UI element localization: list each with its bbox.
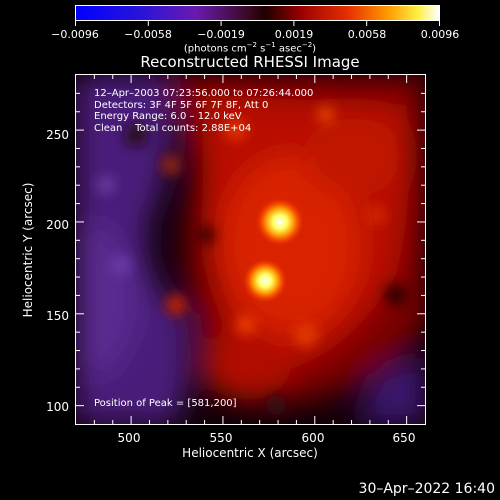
observation-info: 12–Apr–2003 07:23:56.000 to 07:26:44.000… <box>94 88 313 134</box>
colorbar-label: −0.0019 <box>197 28 245 41</box>
x-tick-label: 550 <box>210 431 233 445</box>
detectors: Detectors: 3F 4F 5F 6F 7F 8F, Att 0 <box>94 100 313 112</box>
colorbar-label: −0.0096 <box>51 28 99 41</box>
energy-range: Energy Range: 6.0 – 12.0 keV <box>94 111 313 123</box>
peak-source-2 <box>243 259 287 303</box>
colorbar-label: 0.0058 <box>348 28 387 41</box>
peak-position: Position of Peak = [581,200] <box>94 398 237 409</box>
x-axis-label: Heliocentric X (arcsec) <box>0 446 500 460</box>
colorbar-label: 0.0019 <box>275 28 314 41</box>
y-tick-label: 200 <box>39 218 69 232</box>
colorbar <box>75 5 440 21</box>
y-tick-label: 150 <box>39 309 69 323</box>
y-axis-label: Heliocentric Y (arcsec) <box>21 183 35 318</box>
x-tick-label: 650 <box>393 431 416 445</box>
colorbar-ticks <box>75 21 440 27</box>
colorbar-label: 0.0096 <box>421 28 460 41</box>
y-tick-label: 100 <box>39 400 69 414</box>
time-range: 12–Apr–2003 07:23:56.000 to 07:26:44.000 <box>94 88 313 100</box>
colorbar-label: −0.0058 <box>124 28 172 41</box>
y-tick-label: 250 <box>39 128 69 142</box>
colorbar-gradient <box>76 6 439 20</box>
x-tick-label: 600 <box>302 431 325 445</box>
peak-source-1 <box>256 198 304 246</box>
x-tick-label: 500 <box>118 431 141 445</box>
image-title: Reconstructed RHESSI Image <box>0 53 500 71</box>
footer-date: 30–Apr–2022 16:40 <box>359 481 495 497</box>
clean-counts: Clean Total counts: 2.88E+04 <box>94 123 313 135</box>
